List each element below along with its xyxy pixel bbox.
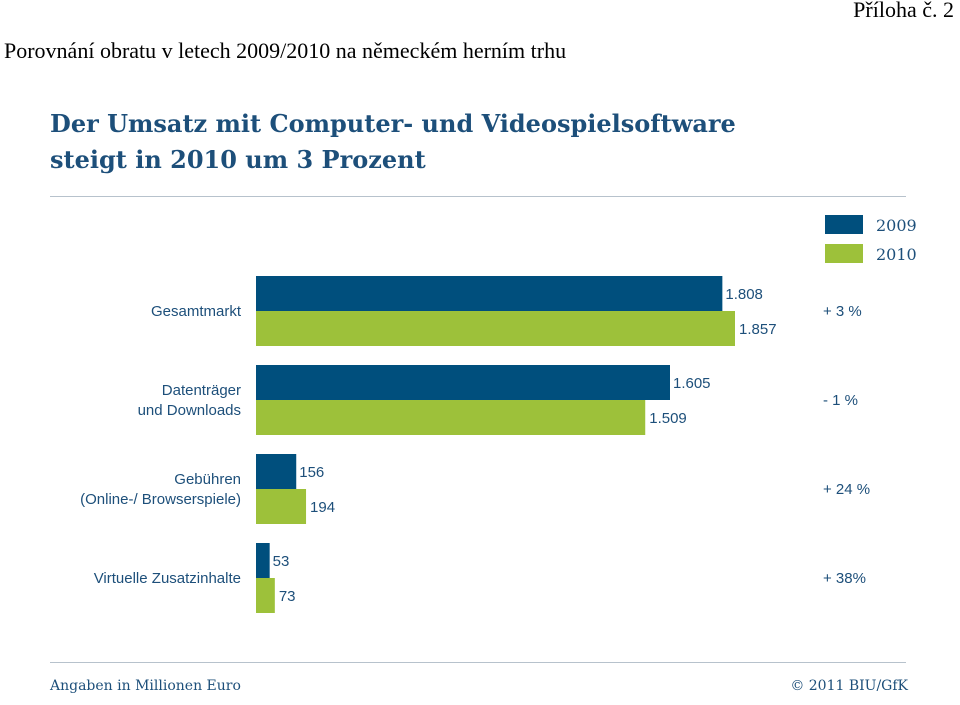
change-label: - 1 % [823, 392, 858, 409]
source-note: Angaben in Millionen Euro [50, 678, 241, 694]
category-label: Datenträger [162, 382, 241, 399]
bottom-divider [50, 662, 906, 663]
category-label: (Online-/ Browserspiele) [80, 491, 241, 508]
chart-title-line-1: Der Umsatz mit Computer- und Videospiels… [50, 109, 736, 138]
data-label-2009: 53 [273, 553, 290, 570]
legend-label-2010: 2010 [876, 245, 917, 264]
category-label: und Downloads [138, 402, 241, 419]
data-label-2010: 73 [279, 588, 296, 605]
bar-2009 [256, 543, 270, 578]
change-label: + 24 % [823, 481, 870, 498]
bar-2010 [256, 400, 646, 435]
change-label: + 38% [823, 570, 866, 587]
chart-title-line-2: steigt in 2010 um 3 Prozent [50, 145, 426, 174]
data-label-2010: 1.509 [649, 410, 687, 427]
category-label: Gesamtmarkt [151, 303, 242, 320]
change-label: + 3 % [823, 303, 862, 320]
top-divider [50, 196, 906, 197]
legend-swatch-2009 [825, 215, 863, 234]
legend-swatch-2010 [825, 244, 863, 263]
copyright: © 2011 BIU/GfK [790, 678, 908, 694]
data-label-2009: 1.605 [673, 375, 711, 392]
bar-2009 [256, 454, 297, 489]
legend-label-2009: 2009 [876, 216, 917, 235]
bar-2009 [256, 276, 723, 311]
attachment-label: Příloha č. 2 [853, 0, 954, 22]
data-label-2009: 156 [299, 464, 324, 481]
bar-2010 [256, 489, 307, 524]
bar-2010 [256, 311, 735, 346]
chart-title: Der Umsatz mit Computer- und Videospiels… [50, 106, 736, 178]
data-label-2009: 1.808 [725, 286, 763, 303]
data-label-2010: 194 [310, 499, 335, 516]
bar-2009 [256, 365, 670, 400]
category-label: Gebühren [174, 471, 241, 488]
bar-2010 [256, 578, 275, 613]
page-title: Porovnání obratu v letech 2009/2010 na n… [4, 38, 567, 63]
category-label: Virtuelle Zusatzinhalte [94, 570, 241, 587]
data-label-2010: 1.857 [739, 321, 777, 338]
